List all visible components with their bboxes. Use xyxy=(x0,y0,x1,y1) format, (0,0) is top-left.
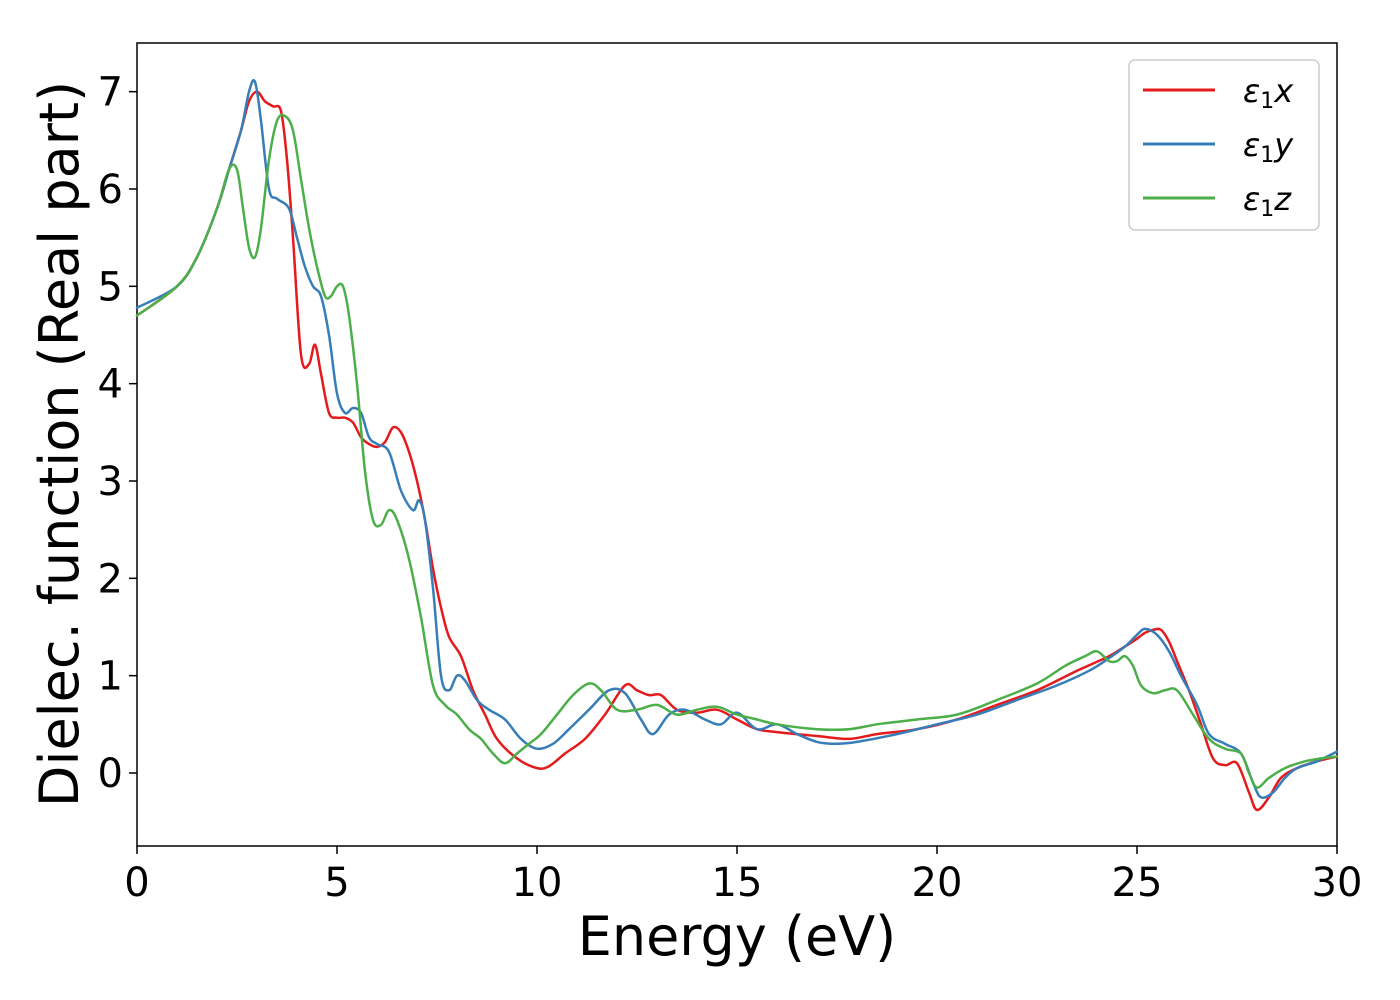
legend-label-y: ε1y xyxy=(1243,126,1294,168)
x-tick-label: 5 xyxy=(324,860,349,906)
x-tick-label: 10 xyxy=(512,860,563,906)
series-line-z xyxy=(135,113,1339,789)
y-tick-label: 6 xyxy=(98,167,123,213)
y-tick-label: 3 xyxy=(98,459,123,505)
y-tick-label: 7 xyxy=(98,70,123,116)
y-axis: 0 1 2 3 4 5 6 7 xyxy=(98,70,137,797)
legend-label-z: ε1z xyxy=(1243,180,1292,222)
series-line-y xyxy=(135,79,1339,799)
y-tick-label: 5 xyxy=(98,264,123,310)
x-axis-title: Energy (eV) xyxy=(578,905,897,968)
y-tick-label: 4 xyxy=(98,362,123,408)
legend-box xyxy=(1128,59,1320,231)
legend: ε1x ε1y ε1z xyxy=(1128,59,1320,231)
y-tick-label: 2 xyxy=(98,556,123,602)
y-axis-title: Dielec. function (Real part) xyxy=(28,81,91,807)
x-axis: 0 5 10 15 20 25 30 xyxy=(124,846,1362,906)
series-group xyxy=(135,79,1339,812)
x-tick-label: 20 xyxy=(912,860,963,906)
x-tick-label: 0 xyxy=(124,860,149,906)
y-tick-label: 0 xyxy=(98,751,123,797)
y-tick-label: 1 xyxy=(98,654,123,700)
x-tick-label: 25 xyxy=(1112,860,1163,906)
x-tick-label: 15 xyxy=(712,860,763,906)
x-tick-label: 30 xyxy=(1312,860,1363,906)
series-line-x xyxy=(135,90,1339,812)
legend-label-x: ε1x xyxy=(1243,72,1294,114)
